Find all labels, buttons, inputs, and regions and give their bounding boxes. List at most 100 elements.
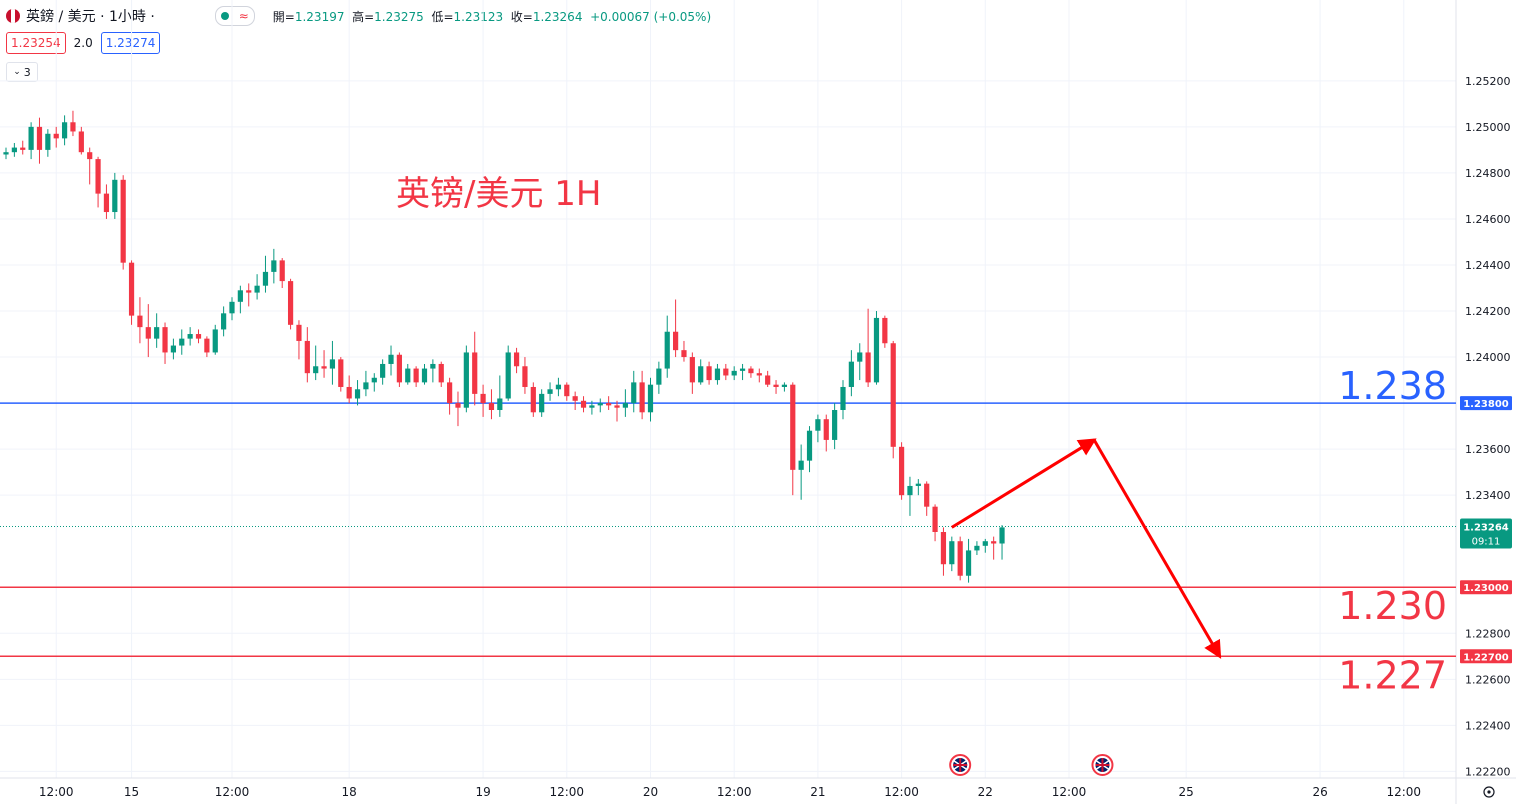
candle-body[interactable] xyxy=(547,389,553,394)
candle-body[interactable] xyxy=(246,290,252,293)
candle-body[interactable] xyxy=(689,357,695,383)
candle-body[interactable] xyxy=(530,386,536,413)
candle-body[interactable] xyxy=(497,398,503,410)
candle-body[interactable] xyxy=(681,350,687,358)
candle-body[interactable] xyxy=(915,483,921,486)
candle-body[interactable] xyxy=(78,131,84,153)
status-pill[interactable]: ≈ xyxy=(214,6,255,26)
candle-body[interactable] xyxy=(279,260,285,282)
candle-body[interactable] xyxy=(597,403,603,406)
candle-body[interactable] xyxy=(388,354,394,364)
candle-body[interactable] xyxy=(748,368,754,374)
candle-body[interactable] xyxy=(790,384,796,470)
candle-body[interactable] xyxy=(112,179,118,213)
candle-body[interactable] xyxy=(589,405,595,408)
candle-body[interactable] xyxy=(823,419,829,440)
candle-body[interactable] xyxy=(480,393,486,404)
candle-body[interactable] xyxy=(982,541,988,546)
candle-body[interactable] xyxy=(731,370,737,376)
candle-body[interactable] xyxy=(413,368,419,383)
candle-body[interactable] xyxy=(832,410,838,440)
candle-body[interactable] xyxy=(296,324,302,341)
candle-body[interactable] xyxy=(455,403,461,408)
candle-body[interactable] xyxy=(806,430,813,461)
candle-body[interactable] xyxy=(36,126,43,150)
candle-body[interactable] xyxy=(639,382,645,413)
candle-body[interactable] xyxy=(723,368,729,376)
candle-body[interactable] xyxy=(304,340,310,374)
candle-body[interactable] xyxy=(907,485,913,496)
candle-body[interactable] xyxy=(3,152,9,155)
candle-body[interactable] xyxy=(380,363,386,378)
candle-body[interactable] xyxy=(706,366,712,381)
candle-body[interactable] xyxy=(11,147,17,153)
candle-body[interactable] xyxy=(924,483,930,507)
candle-body[interactable] xyxy=(87,152,93,160)
uk-event-icon[interactable] xyxy=(949,754,972,776)
candle-body[interactable] xyxy=(991,541,997,544)
candle-body[interactable] xyxy=(606,403,612,406)
candle-body[interactable] xyxy=(890,343,896,447)
settings-icon[interactable] xyxy=(1483,786,1495,798)
candle-body[interactable] xyxy=(957,541,963,576)
candle-body[interactable] xyxy=(698,366,704,383)
candle-body[interactable] xyxy=(338,359,344,387)
candle-body[interactable] xyxy=(430,363,436,369)
candle-body[interactable] xyxy=(221,313,227,330)
candle-body[interactable] xyxy=(447,382,453,404)
candle-body[interactable] xyxy=(622,403,628,408)
candle-body[interactable] xyxy=(539,393,545,413)
candle-body[interactable] xyxy=(932,506,938,532)
candle-body[interactable] xyxy=(840,386,846,410)
candle-body[interactable] xyxy=(405,368,411,383)
candle-body[interactable] xyxy=(656,368,662,385)
candle-body[interactable] xyxy=(354,389,361,399)
projection-arrow[interactable] xyxy=(951,438,1097,529)
candle-body[interactable] xyxy=(999,527,1005,544)
candle-body[interactable] xyxy=(848,361,854,387)
candle-body[interactable] xyxy=(187,334,193,339)
candle-body[interactable] xyxy=(212,329,218,353)
candle-body[interactable] xyxy=(421,368,428,383)
candle-body[interactable] xyxy=(170,345,176,353)
candle-body[interactable] xyxy=(145,327,151,339)
candle-body[interactable] xyxy=(237,290,243,302)
candle-body[interactable] xyxy=(714,368,721,381)
candle-body[interactable] xyxy=(321,366,327,369)
candle-body[interactable] xyxy=(70,122,76,132)
candle-body[interactable] xyxy=(873,317,880,383)
candle-body[interactable] xyxy=(940,532,947,565)
candle-body[interactable] xyxy=(179,338,185,346)
candle-body[interactable] xyxy=(965,550,972,576)
candle-body[interactable] xyxy=(61,122,68,139)
candle-body[interactable] xyxy=(647,384,654,413)
candle-body[interactable] xyxy=(673,331,679,351)
candle-body[interactable] xyxy=(974,545,980,551)
candle-body[interactable] xyxy=(798,460,804,470)
candle-body[interactable] xyxy=(438,363,444,383)
candle-body[interactable] xyxy=(580,400,587,408)
candle-body[interactable] xyxy=(505,352,511,399)
candle-body[interactable] xyxy=(262,271,269,286)
candle-body[interactable] xyxy=(103,193,110,213)
uk-event-icon[interactable] xyxy=(1091,754,1114,776)
candle-body[interactable] xyxy=(555,384,562,390)
candle-body[interactable] xyxy=(53,133,59,139)
symbol-name[interactable]: 英鎊 / 美元 · 1小時 · xyxy=(26,9,155,25)
candle-body[interactable] xyxy=(865,352,871,383)
candle-body[interactable] xyxy=(254,285,260,293)
candle-body[interactable] xyxy=(271,260,277,272)
candle-body[interactable] xyxy=(346,386,352,399)
buy-button[interactable]: 1.23274 xyxy=(100,32,161,54)
candle-body[interactable] xyxy=(815,419,821,431)
candle-body[interactable] xyxy=(162,327,168,353)
candle-body[interactable] xyxy=(363,382,369,390)
candle-body[interactable] xyxy=(120,179,126,263)
candle-body[interactable] xyxy=(572,396,578,401)
candle-body[interactable] xyxy=(313,366,319,374)
projection-arrow[interactable] xyxy=(1092,439,1222,659)
candle-body[interactable] xyxy=(614,405,620,408)
candle-body[interactable] xyxy=(472,352,478,394)
sell-button[interactable]: 1.23254 xyxy=(6,32,66,54)
